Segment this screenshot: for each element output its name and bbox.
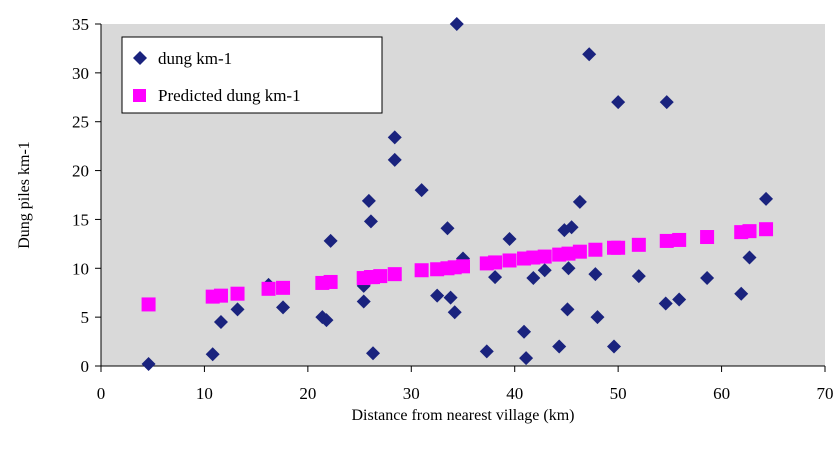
data-point-dung bbox=[276, 300, 291, 315]
series-dung-km-1 bbox=[141, 17, 774, 372]
data-point-dung bbox=[323, 233, 338, 248]
data-point-dung bbox=[526, 271, 541, 286]
data-point-dung bbox=[213, 315, 228, 330]
data-point-dung bbox=[319, 313, 334, 328]
data-point-predicted bbox=[387, 267, 402, 282]
data-point-predicted bbox=[588, 242, 603, 257]
y-tick-label: 15 bbox=[72, 210, 89, 229]
x-tick-label: 60 bbox=[713, 384, 730, 403]
legend-label-dung: dung km-1 bbox=[158, 49, 232, 68]
data-point-predicted bbox=[572, 244, 587, 259]
data-point-dung bbox=[560, 302, 575, 317]
series-predicted-dung-km-1 bbox=[141, 222, 774, 312]
x-tick-label: 0 bbox=[97, 384, 106, 403]
x-axis-label: Distance from nearest village (km) bbox=[351, 407, 574, 424]
y-tick-label: 0 bbox=[81, 357, 90, 376]
data-point-dung bbox=[672, 292, 687, 307]
data-point-dung bbox=[363, 214, 378, 229]
data-point-dung bbox=[659, 95, 674, 110]
data-point-dung bbox=[440, 221, 455, 236]
data-point-predicted bbox=[141, 297, 156, 312]
data-point-predicted bbox=[456, 259, 470, 274]
data-point-dung bbox=[700, 271, 715, 286]
data-point-predicted bbox=[230, 286, 245, 301]
x-tick-label: 70 bbox=[817, 384, 834, 403]
data-point-dung bbox=[230, 302, 245, 317]
y-tick-label: 25 bbox=[72, 113, 89, 132]
data-point-predicted bbox=[759, 222, 774, 237]
data-point-dung bbox=[430, 288, 445, 303]
data-point-dung bbox=[564, 220, 579, 235]
x-tick-label: 50 bbox=[610, 384, 627, 403]
data-point-dung bbox=[582, 47, 597, 62]
data-point-predicted bbox=[659, 233, 674, 248]
x-axis-ticks: 0 10 20 30 40 50 60 70 bbox=[97, 366, 834, 403]
x-tick-label: 30 bbox=[403, 384, 420, 403]
data-point-dung bbox=[517, 324, 532, 339]
data-point-dung bbox=[588, 267, 603, 282]
data-point-dung bbox=[443, 290, 458, 305]
data-point-dung bbox=[552, 339, 567, 354]
data-point-predicted bbox=[373, 269, 388, 284]
legend-marker-diamond-icon bbox=[133, 51, 147, 65]
data-point-predicted bbox=[261, 281, 276, 296]
data-point-dung bbox=[366, 346, 381, 361]
y-axis-ticks: 0 5 10 15 20 25 30 35 bbox=[72, 15, 101, 376]
y-tick-label: 10 bbox=[72, 259, 89, 278]
data-point-dung bbox=[759, 191, 774, 206]
data-point-dung bbox=[488, 270, 503, 285]
data-point-predicted bbox=[526, 250, 541, 265]
y-tick-label: 20 bbox=[72, 162, 89, 181]
data-point-dung bbox=[361, 193, 376, 208]
data-point-predicted bbox=[488, 255, 503, 270]
y-tick-label: 30 bbox=[72, 64, 89, 83]
data-point-predicted bbox=[213, 288, 228, 303]
data-point-dung bbox=[734, 286, 749, 301]
data-point-predicted bbox=[414, 263, 429, 278]
data-point-dung bbox=[387, 130, 402, 145]
data-point-dung bbox=[449, 17, 464, 31]
data-point-dung bbox=[561, 261, 576, 276]
data-point-dung bbox=[590, 310, 605, 325]
legend-label-predicted: Predicted dung km-1 bbox=[158, 86, 301, 105]
data-point-predicted bbox=[700, 230, 715, 245]
y-axis-label: Dung piles km-1 bbox=[16, 141, 33, 249]
data-point-predicted bbox=[276, 280, 291, 295]
data-point-dung bbox=[607, 339, 622, 354]
legend-marker-square-icon bbox=[133, 89, 146, 102]
data-point-predicted bbox=[672, 232, 687, 247]
legend: dung km-1 Predicted dung km-1 bbox=[121, 36, 383, 114]
x-tick-label: 20 bbox=[299, 384, 316, 403]
data-point-dung bbox=[519, 351, 534, 366]
data-point-dung bbox=[631, 269, 646, 284]
data-point-dung bbox=[537, 263, 552, 278]
data-point-dung bbox=[611, 95, 626, 110]
y-tick-label: 5 bbox=[81, 308, 90, 327]
y-tick-label: 35 bbox=[72, 15, 89, 34]
legend-box bbox=[121, 36, 383, 114]
data-point-predicted bbox=[742, 224, 757, 239]
data-point-predicted bbox=[561, 246, 576, 261]
data-point-dung bbox=[141, 357, 156, 372]
x-tick-label: 10 bbox=[196, 384, 213, 403]
data-point-predicted bbox=[502, 253, 517, 268]
data-point-dung bbox=[502, 231, 517, 246]
data-point-dung bbox=[658, 296, 673, 311]
data-point-predicted bbox=[537, 249, 552, 264]
data-point-dung bbox=[205, 347, 220, 362]
data-point-dung bbox=[479, 344, 494, 359]
data-point-dung bbox=[742, 250, 757, 265]
data-point-dung bbox=[414, 183, 429, 198]
data-point-dung bbox=[387, 152, 402, 167]
data-point-predicted bbox=[323, 274, 338, 289]
x-tick-label: 40 bbox=[506, 384, 523, 403]
data-point-predicted bbox=[631, 237, 646, 252]
data-point-predicted bbox=[611, 240, 626, 255]
data-point-dung bbox=[447, 305, 462, 320]
data-point-dung bbox=[356, 294, 371, 309]
data-point-dung bbox=[572, 194, 587, 209]
